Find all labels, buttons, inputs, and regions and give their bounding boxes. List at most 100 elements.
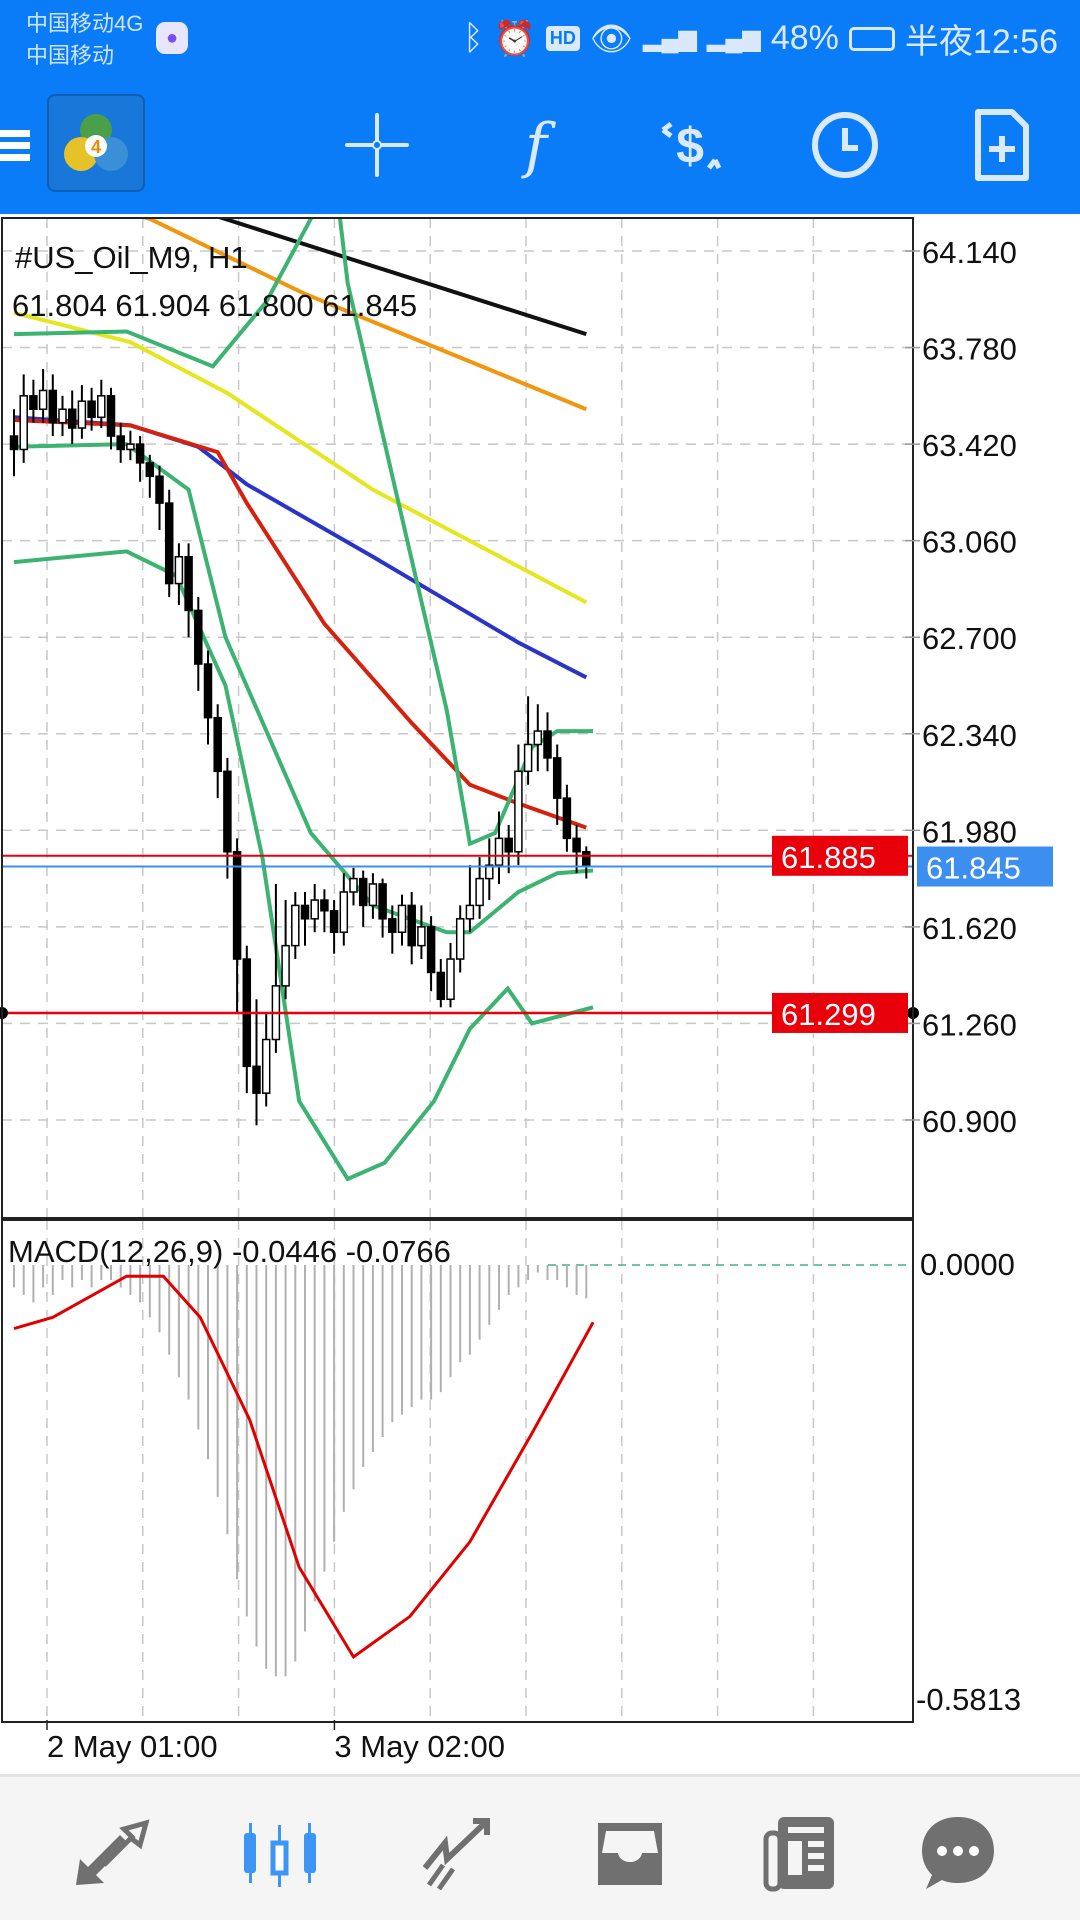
candle-body bbox=[203, 663, 213, 719]
trade-icon[interactable]: $ bbox=[653, 108, 727, 182]
price-lines bbox=[0, 854, 919, 1019]
price-tick-label: 61.620 bbox=[922, 911, 1017, 946]
candle-body bbox=[475, 877, 484, 907]
status-bar: 中国移动4G 中国移动 ● ᛒ ⏰ HD 👁 ▂▄▆ ▂▄▆ 48% 半夜12:… bbox=[0, 0, 1080, 72]
candle-body bbox=[368, 883, 378, 907]
candle-body bbox=[358, 877, 368, 907]
candle-body bbox=[106, 395, 116, 437]
candle-body bbox=[417, 926, 426, 947]
candle-body bbox=[504, 837, 513, 853]
signal-4g-icon: ▂▄▆ bbox=[643, 25, 697, 52]
candle-body bbox=[465, 904, 475, 920]
price-chart[interactable]: 64.140 63.780 63.420 63.060 62.700 62.340 61.9… bbox=[0, 214, 1080, 1774]
alarm-icon: ⏰ bbox=[493, 19, 536, 58]
ask-price-label-box bbox=[772, 835, 908, 876]
eye-icon: 👁 bbox=[589, 19, 633, 58]
toolbar: 4 f $ bbox=[0, 72, 1080, 214]
candle-body bbox=[145, 462, 155, 478]
candle-body bbox=[281, 944, 290, 987]
candle-body bbox=[388, 918, 397, 933]
candle-body bbox=[543, 730, 552, 759]
candle-body bbox=[164, 502, 174, 585]
price-tick-label: 62.340 bbox=[922, 718, 1017, 753]
candle-body bbox=[310, 899, 319, 920]
candle-body bbox=[77, 400, 87, 429]
price-axis: 64.140 63.780 63.420 63.060 62.700 62.340 61.9… bbox=[905, 235, 1017, 1139]
price-tick-label: 63.060 bbox=[922, 525, 1017, 560]
price-tick-label: 61.260 bbox=[922, 1007, 1017, 1042]
macd-signal-line bbox=[13, 1274, 595, 1660]
level-price-label-text: 61.299 bbox=[781, 997, 876, 1032]
candle-body bbox=[97, 395, 106, 419]
history-icon[interactable] bbox=[590, 1813, 670, 1893]
candle-body bbox=[320, 899, 329, 912]
candle-body bbox=[582, 851, 591, 868]
candle-body bbox=[67, 408, 77, 429]
price-tick-label: 62.700 bbox=[922, 621, 1017, 656]
candle-body bbox=[378, 883, 387, 920]
candle-body bbox=[252, 1065, 261, 1094]
timeframe-icon[interactable] bbox=[808, 108, 882, 182]
candle-body bbox=[397, 904, 407, 933]
candle-body bbox=[126, 443, 135, 451]
indicators-icon[interactable]: f bbox=[499, 108, 573, 182]
ohlc-label: 61.804 61.904 61.800 61.845 bbox=[12, 288, 417, 323]
quotes-icon[interactable] bbox=[70, 1813, 150, 1893]
candle-body bbox=[9, 435, 19, 451]
macd-min-label: -0.5813 bbox=[916, 1682, 1021, 1717]
candle-body bbox=[58, 408, 67, 424]
time-label: 2 May 01:00 bbox=[47, 1729, 218, 1764]
trade-nav-icon[interactable] bbox=[415, 1813, 495, 1893]
candle-body bbox=[184, 555, 193, 612]
indicator-line bbox=[201, 214, 587, 337]
battery-percent: 48% bbox=[770, 19, 839, 57]
carrier-2: 中国移动 bbox=[26, 43, 115, 68]
chat-app-icon: ● bbox=[156, 22, 188, 54]
candle-body bbox=[291, 904, 300, 947]
clock: 半夜12:56 bbox=[904, 23, 1058, 61]
candle-body bbox=[223, 770, 232, 853]
bid-price-label-box bbox=[917, 846, 1053, 887]
menu-icon[interactable] bbox=[0, 108, 30, 182]
candle-body bbox=[329, 910, 339, 933]
candle-body bbox=[494, 837, 504, 866]
ask-price-label-text: 61.885 bbox=[781, 840, 876, 875]
macd-panel-border bbox=[1, 1219, 914, 1723]
candle-body bbox=[19, 395, 28, 451]
price-tick-label: 63.420 bbox=[922, 428, 1017, 463]
candle-body bbox=[29, 395, 38, 410]
battery-icon bbox=[848, 26, 895, 51]
chart-background bbox=[0, 214, 1080, 1774]
candle-body bbox=[232, 851, 242, 960]
macd-title: MACD(12,26,9) -0.0446 -0.0766 bbox=[8, 1234, 451, 1269]
candle-body bbox=[533, 730, 543, 746]
price-tick-label: 64.140 bbox=[922, 235, 1017, 270]
new-order-icon[interactable] bbox=[964, 108, 1038, 182]
price-tick-label: 60.900 bbox=[922, 1104, 1017, 1139]
price-labels: 61.885 61.845 61.299 bbox=[772, 835, 1053, 1033]
mt4-logo[interactable]: 4 bbox=[49, 96, 143, 190]
candle-body bbox=[261, 1038, 271, 1094]
messages-icon[interactable] bbox=[918, 1813, 998, 1893]
candle-body bbox=[407, 904, 416, 947]
candle-body bbox=[426, 926, 436, 974]
signal-e-icon: ▂▄▆ bbox=[706, 25, 761, 52]
chart-icon[interactable] bbox=[240, 1813, 320, 1893]
candle-body bbox=[562, 797, 572, 840]
news-icon[interactable] bbox=[760, 1813, 840, 1893]
candle-body bbox=[514, 770, 523, 853]
crosshair-icon[interactable] bbox=[340, 108, 414, 182]
candle-body bbox=[339, 891, 349, 933]
candle-body bbox=[436, 971, 446, 1001]
time-axis: 2 May 01:00 3 May 02:00 bbox=[46, 1720, 505, 1764]
candle-body bbox=[194, 609, 203, 665]
candle-body bbox=[213, 716, 222, 773]
clip-top bbox=[0, 214, 1080, 218]
candle-body bbox=[48, 389, 58, 424]
candle-body bbox=[87, 400, 96, 419]
candle-body bbox=[552, 757, 562, 799]
bluetooth-icon: ᛒ bbox=[463, 19, 484, 57]
indicator-line bbox=[124, 214, 588, 412]
carrier-1: 中国移动4G bbox=[26, 11, 144, 36]
bottom-nav bbox=[0, 1774, 1080, 1920]
